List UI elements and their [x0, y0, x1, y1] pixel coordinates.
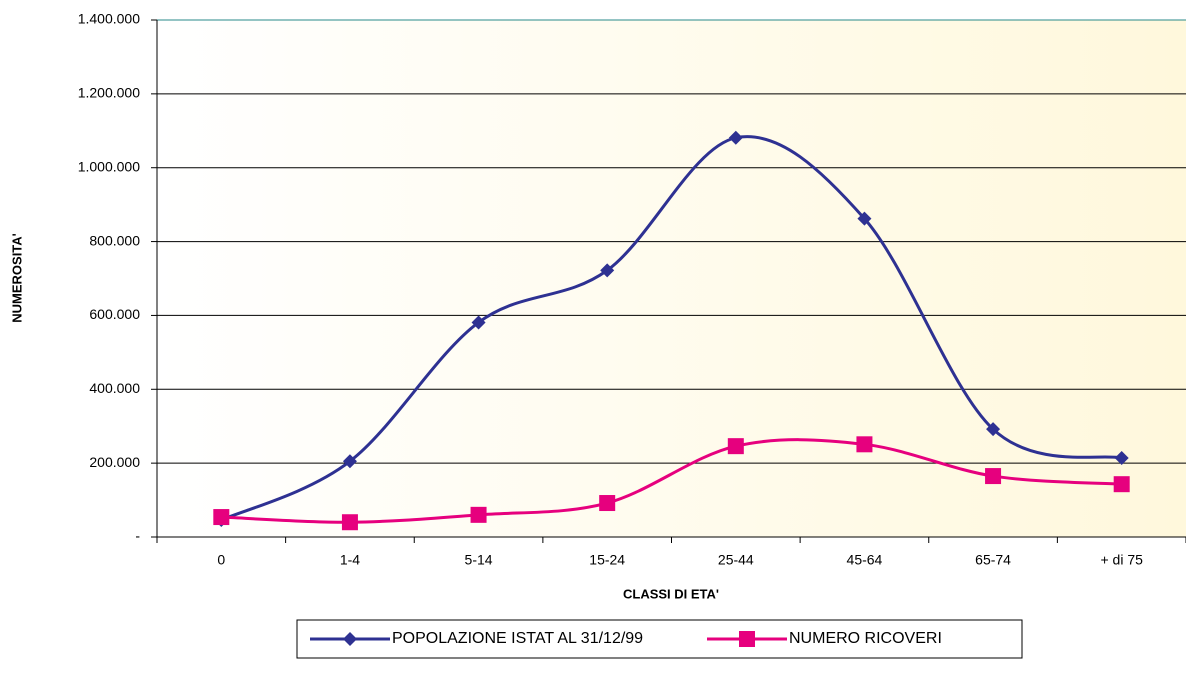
data-point [985, 468, 1002, 485]
data-point [728, 130, 743, 145]
data-point [341, 514, 358, 531]
data-point [1113, 476, 1130, 493]
x-tick-label: 15-24 [589, 552, 625, 568]
y-tick-label: 200.000 [89, 454, 140, 470]
data-point [600, 263, 615, 278]
legend-label: POPOLAZIONE ISTAT AL 31/12/99 [392, 630, 643, 647]
y-tick-label: 1.000.000 [78, 158, 140, 174]
x-tick-label: + di 75 [1100, 552, 1143, 568]
x-tick-label: 0 [217, 552, 225, 568]
data-point [727, 438, 744, 455]
legend-marker [739, 631, 755, 647]
x-tick-label: 25-44 [718, 552, 754, 568]
y-tick-label: - [135, 528, 140, 544]
x-tick-label: 65-74 [975, 552, 1011, 568]
y-tick-label: 600.000 [89, 306, 140, 322]
x-axis-title: CLASSI DI ETA' [623, 586, 719, 601]
y-tick-label: 400.000 [89, 380, 140, 396]
data-point [599, 495, 616, 512]
y-tick-label: 1.200.000 [78, 85, 140, 101]
legend [296, 619, 1023, 659]
data-point [856, 436, 873, 453]
y-axis-title: NUMEROSITA' [9, 233, 24, 323]
data-point [213, 509, 230, 526]
data-point [857, 211, 872, 226]
x-tick-label: 45-64 [847, 552, 883, 568]
y-tick-label: 1.400.000 [78, 11, 140, 27]
legend-marker [343, 632, 357, 646]
data-point [470, 506, 487, 523]
data-point [986, 422, 1001, 437]
legend-label: NUMERO RICOVERI [789, 630, 942, 647]
series-line [220, 135, 1123, 522]
data-point [1114, 450, 1129, 465]
x-tick-label: 5-14 [465, 552, 493, 568]
data-point [342, 454, 357, 469]
y-tick-label: 800.000 [89, 232, 140, 248]
series-line [221, 438, 1122, 524]
x-tick-label: 1-4 [340, 552, 360, 568]
data-point [471, 315, 486, 330]
plot-area [157, 20, 1186, 537]
